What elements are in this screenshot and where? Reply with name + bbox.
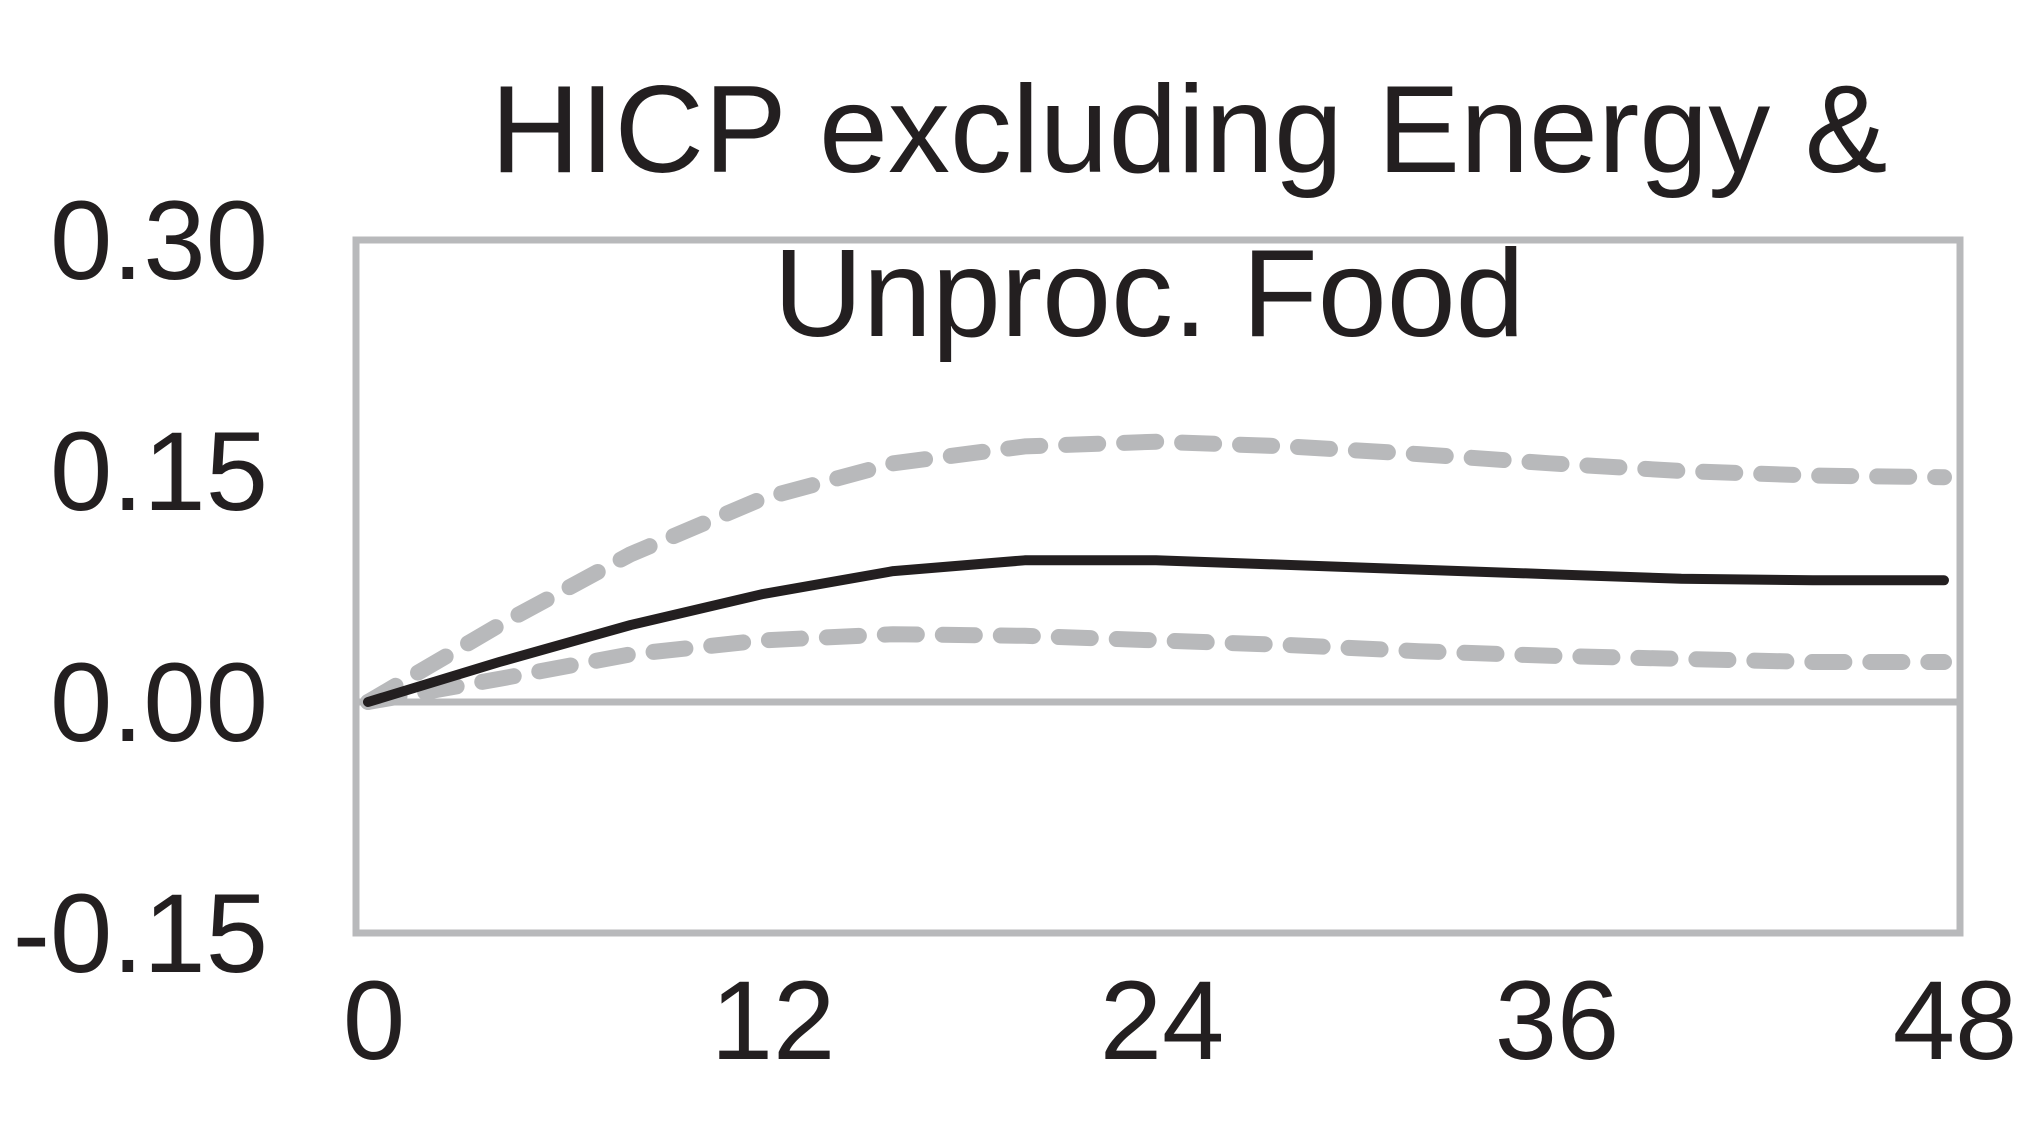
chart-title-line-1: HICP excluding Energy & — [491, 61, 1888, 199]
chart-title-line-2: Unproc. Food — [773, 225, 1524, 363]
upper-band-line — [360, 433, 1952, 710]
x-tick-label: 0 — [343, 958, 405, 1083]
y-tick-label: -0.15 — [13, 871, 268, 996]
x-tick-label: 36 — [1495, 958, 1620, 1083]
x-axis-ticks: 0 12 24 36 48 — [343, 958, 2017, 1083]
x-tick-label: 48 — [1893, 958, 2018, 1083]
plot-frame — [352, 236, 1964, 937]
x-tick-label: 12 — [711, 958, 836, 1083]
series-layer — [360, 433, 1952, 710]
y-axis-ticks: 0.30 0.15 0.00 -0.15 — [13, 178, 268, 996]
x-tick-label: 24 — [1100, 958, 1225, 1083]
lower-band-line — [360, 626, 1952, 710]
y-tick-label: 0.00 — [50, 640, 268, 765]
y-tick-label: 0.15 — [50, 409, 268, 534]
median-line — [363, 555, 1949, 707]
y-tick-label: 0.30 — [50, 178, 268, 303]
